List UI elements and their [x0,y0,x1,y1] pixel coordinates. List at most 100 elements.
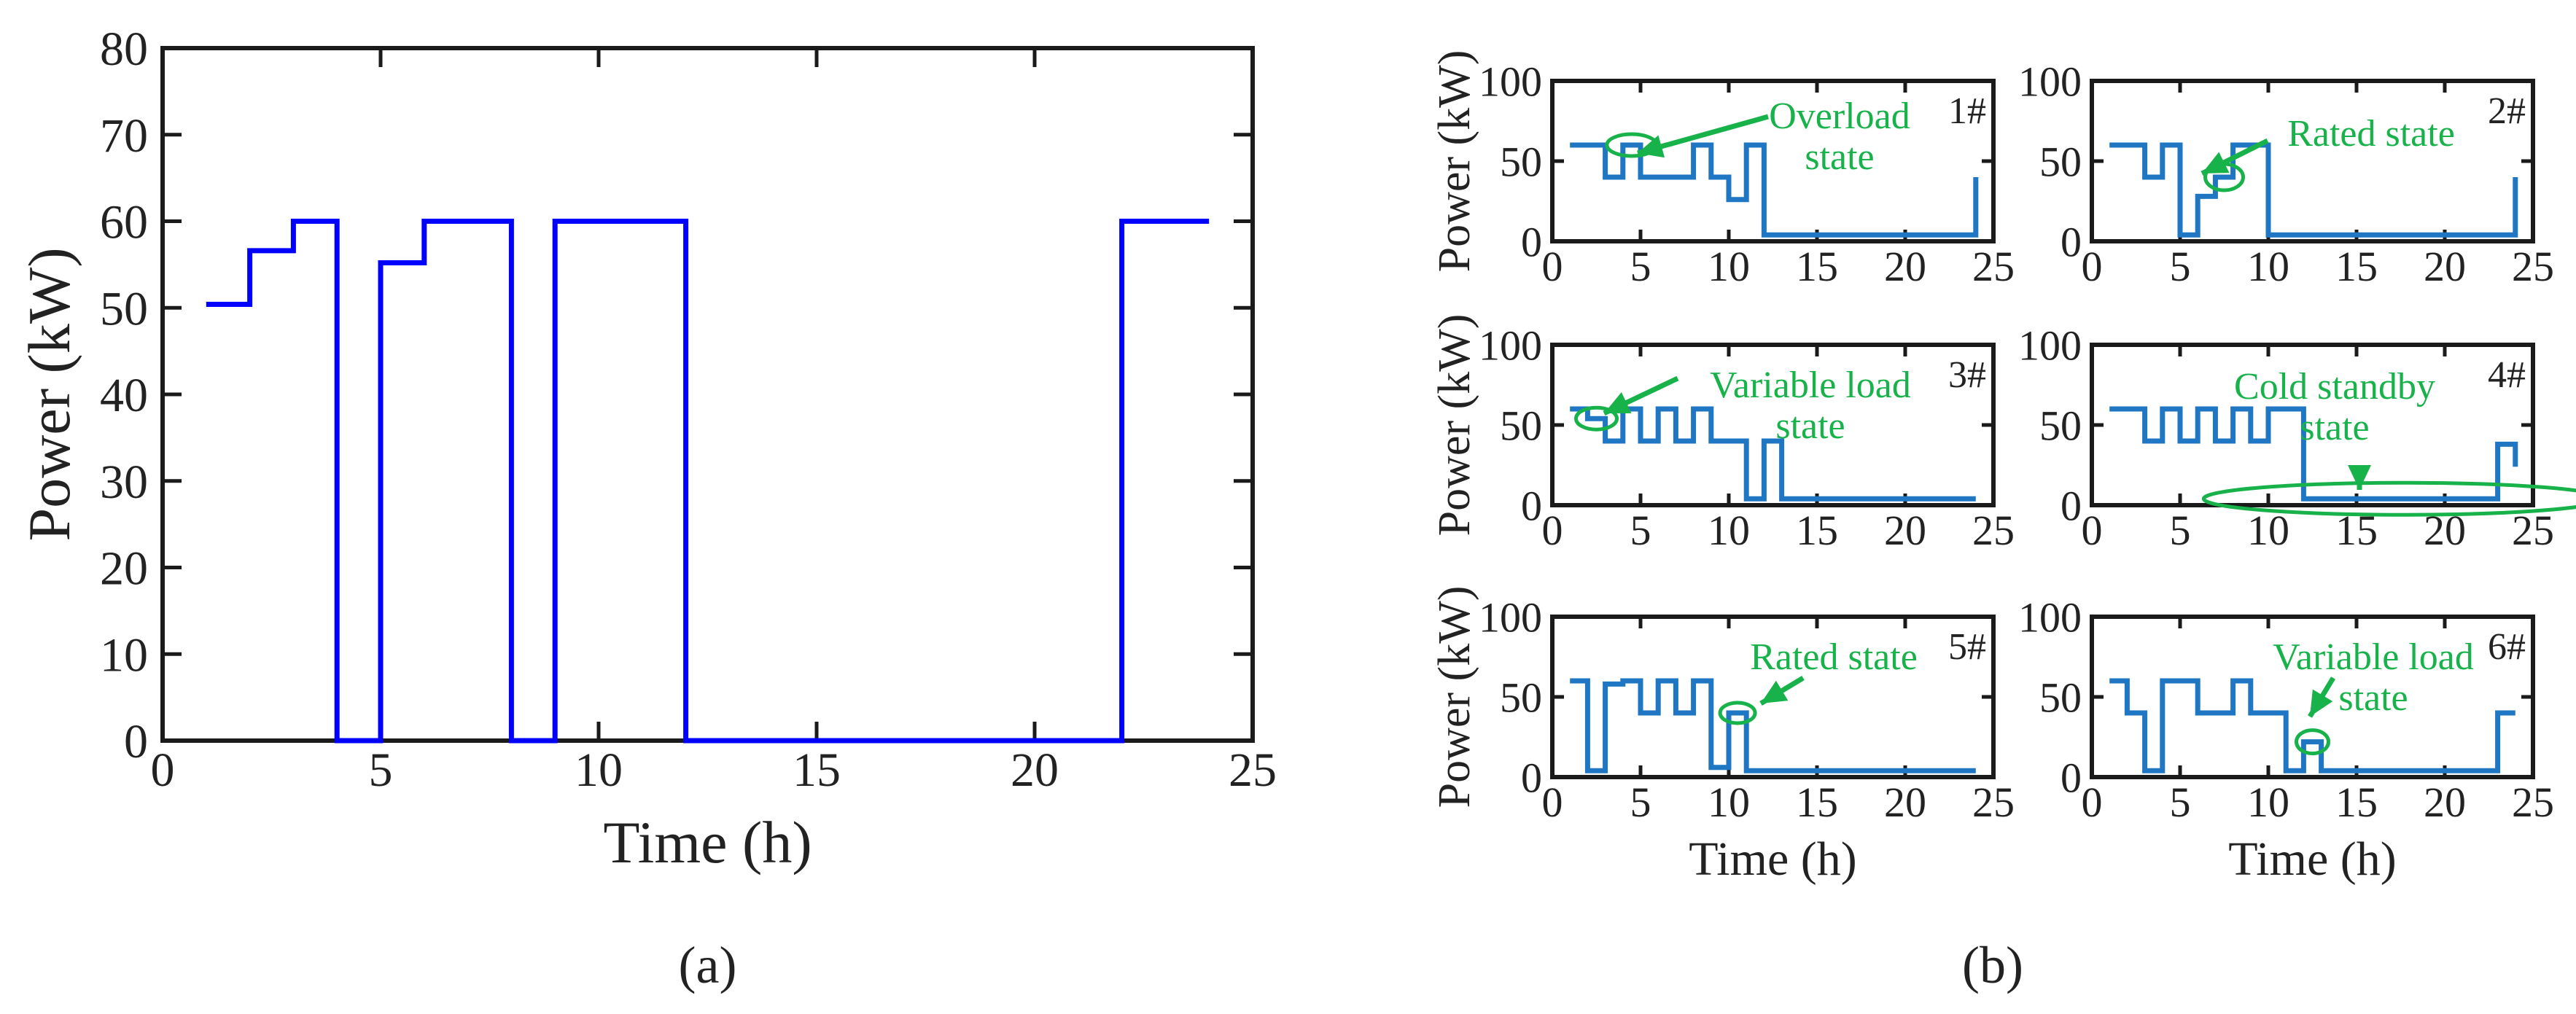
subplot-1-xtick-label: 20 [1884,243,1926,290]
subplot-5-axes: 0 5 10 15 20 25 0 50 100 5# Rated state [1479,593,2015,826]
subplot-4-xtick-label: 25 [2512,507,2554,554]
subplot-2-xtick-label: 20 [2424,243,2466,290]
subplot-4-ytick-label: 0 [2061,482,2082,529]
subplot-5-annotation-text: Rated state [1750,636,1918,678]
subplot-2-series-line [2109,142,2518,238]
subplot-1-series-line [1570,142,1979,238]
subplot-2-xtick-label: 10 [2247,243,2289,290]
subplot-5-xtick-label: 10 [1708,779,1750,826]
subplot-1-xtick-label: 10 [1708,243,1750,290]
subplot-6-ytick-label: 0 [2061,754,2082,801]
subplot-6-ytick-label: 100 [2018,593,2082,641]
panel-a-ytick-label: 80 [100,23,148,76]
subplot-1-xtick-label: 0 [1542,243,1563,290]
subplot-5-xtick-label: 0 [1542,779,1563,826]
subplot-3-series-line [1570,406,1976,502]
subplot-3-xtick-label: 20 [1884,507,1926,554]
subplot-2-xtick-label: 25 [2512,243,2554,290]
subplot-2-ytick-label: 0 [2061,218,2082,265]
subplot-4-annotation-ellipse [2201,480,2576,517]
subplot-1-ytick-label: 100 [1479,58,1542,105]
panel-a-frame [160,46,1255,743]
panel-a-ytick-label: 0 [124,715,148,768]
subplot-3-xtick-label: 10 [1708,507,1750,554]
panel-a-ytick-label: 60 [100,196,148,249]
subplot-3-ylabel: Power (kW) [1430,314,1479,537]
subplot-2-xtick-label: 0 [2082,243,2103,290]
subplot-6-xtick-label: 15 [2335,779,2378,826]
panel-a-ytick-label: 40 [100,369,148,422]
subplot-5-xtick-label: 25 [1972,779,2015,826]
subplot-5-ytick-label: 50 [1500,674,1542,721]
subplot-4-id-label: 4# [2488,354,2526,396]
subplot-6-xtick-label: 5 [2170,779,2191,826]
subplot-2-xtick-label: 5 [2170,243,2191,290]
subplot-4-ytick-label: 100 [2018,321,2082,369]
subplot-6-ytick-label: 50 [2039,674,2082,721]
panel-a-xtick-label: 15 [793,744,841,797]
panel-a-ytick-label: 70 [100,109,148,163]
subplot-1-id-label: 1# [1948,90,1986,132]
subplot-3-annotation-arrowhead [1604,391,1632,413]
subplot-6-series-line [2109,678,2515,773]
subplot-6-xtick-label: 25 [2512,779,2554,826]
subplot-5-xtick-label: 20 [1884,779,1926,826]
subplot-3-ytick-label: 50 [1500,402,1542,449]
subplot-5-annotation-ellipse [1718,701,1757,725]
subplot-5-xlabel: Time (h) [1689,832,1856,886]
panel-a-ylabel: Power (kW) [16,247,82,541]
subplot-1-annotation-arrowhead [1638,135,1665,158]
subplot-3-annotation-ellipse [1574,405,1619,432]
subplot-4-annotation-arrowhead [2348,465,2371,490]
subplot-3-ytick-label: 100 [1479,321,1542,369]
subplot-6-xtick-label: 0 [2082,779,2103,826]
subplot-5-annotation-arrowhead [1761,680,1789,703]
subplot-3-annotation-text: Variable load [1710,364,1911,406]
subplot-2-annotation-text: Rated state [2287,113,2455,155]
panel-a-axes: 0 5 10 15 20 25 0 10 20 30 40 50 60 70 80 [100,23,1277,797]
subplot-2-ytick-label: 50 [2039,138,2082,185]
subplot-5-ytick-label: 100 [1479,593,1542,641]
subplot-1-ytick-label: 0 [1521,218,1542,265]
subplot-5-xtick-label: 15 [1796,779,1838,826]
panel-a-xtick-label: 5 [369,744,393,797]
subplot-2-frame [2090,79,2535,243]
panel-a-xtick-label: 20 [1011,744,1059,797]
subplot-2-xtick-label: 15 [2335,243,2378,290]
subplot-4-annotation-text: state [2300,407,2369,448]
subplot-6-annotation-text: Variable load [2273,636,2474,678]
subplot-5-ytick-label: 0 [1521,754,1542,801]
panel-a-xlabel: Time (h) [603,809,812,875]
subplot-6-id-label: 6# [2488,626,2526,668]
subplot-2-axes: 0 5 10 15 20 25 0 50 100 2# Rated state [2018,58,2554,290]
panel-a-ytick-label: 20 [100,542,148,596]
subplot-6-annotation-ellipse [2295,728,2330,756]
subplot-5-series-line [1570,678,1976,773]
subplot-3-id-label: 3# [1948,354,1986,396]
subplot-6-xtick-label: 10 [2247,779,2289,826]
panel-a-xtick-label: 25 [1229,744,1277,797]
subplot-5-xtick-label: 5 [1630,779,1651,826]
subplot-1-annotation-text: Overload [1769,95,1910,137]
subplot-3-xtick-label: 25 [1972,507,2015,554]
panel-a-label: (a) [679,936,737,994]
subplot-6-xtick-label: 20 [2424,779,2466,826]
subplot-6-xlabel: Time (h) [2228,832,2396,886]
panel-b-label: (b) [1962,936,2023,994]
panel-a-xtick-label: 10 [575,744,623,797]
subplot-1-xtick-label: 15 [1796,243,1838,290]
subplot-4-xtick-label: 5 [2170,507,2191,554]
panel-a-ytick-label: 30 [100,456,148,509]
subplot-1-xtick-label: 25 [1972,243,2015,290]
panel-a-series-line [206,219,1210,744]
subplot-5-ylabel: Power (kW) [1430,586,1479,808]
subplot-4-ytick-label: 50 [2039,402,2082,449]
panel-a-xtick-label: 0 [151,744,175,797]
subplot-2-ytick-label: 100 [2018,58,2082,105]
subplot-1-xtick-label: 5 [1630,243,1651,290]
